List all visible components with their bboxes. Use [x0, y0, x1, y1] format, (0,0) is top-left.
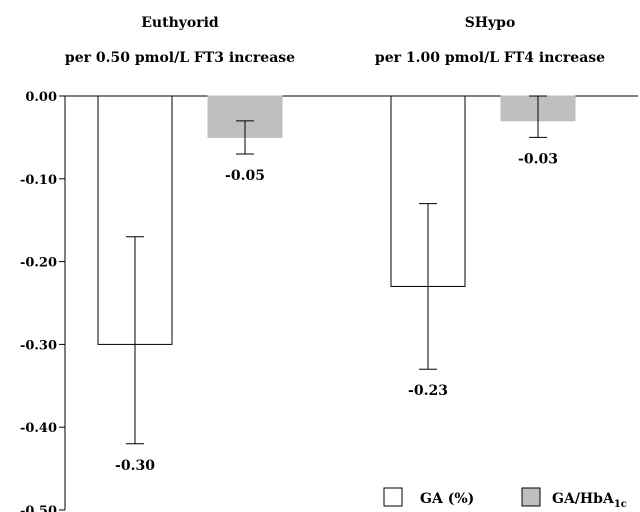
y-tick-label: -0.20: [20, 256, 57, 271]
group-subtitle: per 0.50 pmol/L FT3 increase: [65, 50, 295, 66]
data-label: -0.30: [115, 458, 155, 474]
legend-label: GA (%): [420, 491, 474, 507]
legend-label: GA/HbA1c: [552, 491, 627, 510]
data-label: -0.03: [518, 151, 558, 167]
data-label: -0.05: [225, 168, 265, 184]
y-tick-label: 0.00: [25, 90, 57, 105]
y-tick-label: -0.10: [20, 173, 57, 188]
group-title: Euthyorid: [141, 15, 219, 31]
legend-swatch: [383, 487, 403, 507]
y-tick-label: -0.40: [20, 421, 57, 436]
y-tick-label: -0.30: [20, 338, 57, 353]
data-label: -0.23: [408, 383, 448, 399]
legend-swatch: [521, 487, 541, 507]
group-title: SHypo: [465, 15, 516, 31]
group-subtitle: per 1.00 pmol/L FT4 increase: [375, 50, 605, 66]
y-tick-label: -0.50: [20, 504, 57, 512]
